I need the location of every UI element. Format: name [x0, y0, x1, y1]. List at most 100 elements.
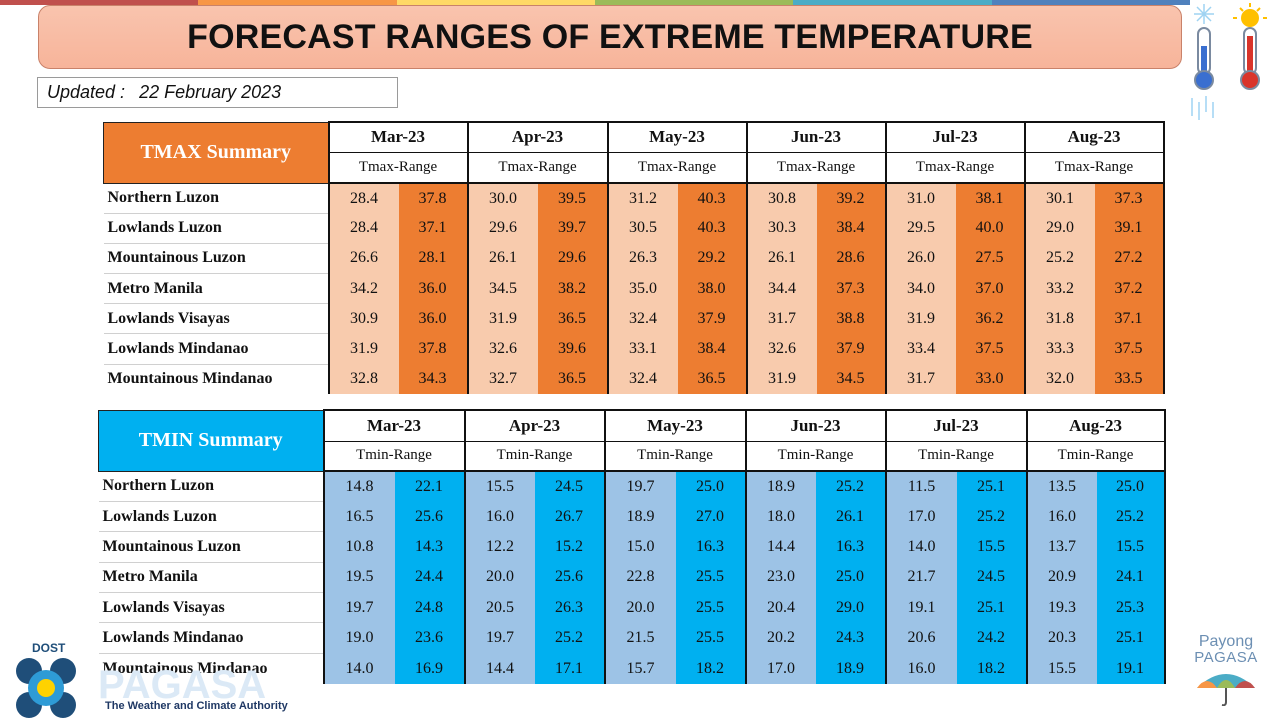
pagasa-tagline: The Weather and Climate Authority — [105, 700, 289, 712]
range-high-cell: 37.2 — [1094, 273, 1165, 304]
range-subheader: Tmin-Range — [1025, 441, 1166, 472]
range-high-cell: 40.3 — [677, 183, 748, 214]
range-high-cell: 28.6 — [816, 243, 887, 274]
tmin-summary-table: TMIN Summary Mar-23 Apr-23 May-23 Jun-23… — [98, 409, 1166, 684]
range-low-cell: 23.0 — [744, 562, 816, 593]
range-low-cell: 16.0 — [884, 653, 957, 684]
range-high-cell: 18.2 — [956, 653, 1028, 684]
range-low-cell: 34.0 — [884, 273, 956, 304]
month-header: Mar-23 — [327, 121, 469, 153]
range-low-cell: 16.5 — [322, 501, 395, 532]
range-low-cell: 19.7 — [603, 471, 676, 502]
range-high-cell: 29.0 — [815, 592, 887, 623]
range-low-cell: 32.0 — [1023, 364, 1095, 395]
range-low-cell: 14.4 — [463, 653, 535, 684]
range-high-cell: 37.8 — [398, 183, 469, 214]
updated-label: Updated : — [47, 82, 126, 102]
range-high-cell: 36.0 — [398, 273, 469, 304]
range-low-cell: 26.3 — [606, 243, 678, 274]
month-header: Apr-23 — [463, 409, 606, 442]
range-low-cell: 13.7 — [1025, 531, 1097, 563]
payong-pagasa-logo: Payong PAGASA — [1176, 633, 1276, 717]
region-label: Lowlands Visayas — [98, 592, 324, 624]
payong-umbrella-icon — [1197, 674, 1255, 707]
range-low-cell: 31.9 — [466, 303, 538, 334]
range-subheader: Tmax-Range — [884, 152, 1026, 184]
range-high-cell: 37.9 — [816, 333, 887, 365]
region-label: Mountainous Mindanao — [102, 659, 268, 677]
region-label: Mountainous Luzon — [103, 243, 329, 275]
tmin-table-body: Northern Luzon 14.8 22.1 15.5 24.5 19.7 25.0 18… — [98, 471, 1166, 684]
region-label: Lowlands Mindanao — [98, 622, 324, 654]
range-low-cell: 31.9 — [745, 364, 817, 395]
range-low-cell: 18.0 — [744, 501, 816, 532]
range-high-cell: 25.1 — [956, 471, 1028, 502]
range-low-cell: 33.1 — [606, 333, 678, 365]
table-row: Metro Manila 19.5 24.4 20.0 25.6 22.8 25.5 23.0… — [98, 562, 1166, 594]
month-header: Jun-23 — [744, 409, 887, 442]
range-low-cell: 31.8 — [1023, 303, 1095, 334]
range-high-cell: 37.0 — [955, 273, 1026, 304]
range-high-cell: 40.3 — [677, 213, 748, 244]
range-low-cell: 18.9 — [744, 471, 816, 502]
range-subheader: Tmin-Range — [463, 441, 606, 472]
range-low-cell: 32.4 — [606, 303, 678, 334]
range-low-cell: 20.5 — [463, 592, 535, 623]
table-row: Mountainous Luzon 10.8 14.3 12.2 15.2 15.0 16.… — [98, 531, 1166, 563]
range-low-cell: 34.2 — [327, 273, 399, 304]
range-low-cell: 19.0 — [322, 622, 395, 654]
region-label: Lowlands Luzon — [103, 213, 329, 244]
region-label: Northern Luzon — [98, 471, 324, 502]
range-high-cell: 25.2 — [956, 501, 1028, 532]
range-high-cell: 38.4 — [816, 213, 887, 244]
range-subheader: Tmax-Range — [466, 152, 609, 184]
table-row: Northern Luzon 14.8 22.1 15.5 24.5 19.7 25.0 18… — [98, 471, 1166, 502]
range-high-cell: 23.6 — [394, 622, 466, 654]
range-low-cell: 31.9 — [327, 333, 399, 365]
range-high-cell: 25.1 — [1096, 622, 1166, 654]
range-low-cell: 15.7 — [603, 653, 676, 684]
range-low-cell: 20.4 — [744, 592, 816, 623]
range-high-cell: 38.1 — [955, 183, 1026, 214]
range-high-cell: 17.1 — [534, 653, 606, 684]
range-subheader: Tmin-Range — [603, 441, 747, 472]
range-low-cell: 20.3 — [1025, 622, 1097, 654]
pagasa-wordmark: PAGASA — [98, 663, 266, 707]
range-high-cell: 18.2 — [675, 653, 747, 684]
range-low-cell: 25.2 — [1023, 243, 1095, 274]
month-header: Apr-23 — [466, 121, 609, 153]
range-low-cell: 21.7 — [884, 562, 957, 593]
range-high-cell: 25.1 — [956, 592, 1028, 623]
range-high-cell: 37.3 — [1094, 183, 1165, 214]
table-row: Lowlands Luzon 16.5 25.6 16.0 26.7 18.9 27.0 18… — [98, 501, 1166, 533]
range-low-cell: 28.4 — [327, 213, 399, 244]
range-subheader: Tmin-Range — [744, 441, 887, 472]
range-high-cell: 14.3 — [394, 531, 466, 563]
range-low-cell: 19.3 — [1025, 592, 1097, 623]
region-label: Lowlands Mindanao — [103, 333, 329, 365]
range-low-cell: 19.5 — [322, 562, 395, 593]
range-low-cell: 20.0 — [603, 592, 676, 623]
range-high-cell: 25.2 — [815, 471, 887, 502]
range-low-cell: 33.2 — [1023, 273, 1095, 304]
range-high-cell: 34.3 — [398, 364, 469, 395]
range-high-cell: 38.4 — [677, 333, 748, 365]
range-high-cell: 27.2 — [1094, 243, 1165, 274]
range-high-cell: 28.1 — [398, 243, 469, 274]
title-banner: FORECAST RANGES OF EXTREME TEMPERATURE — [38, 5, 1182, 69]
thermometer-cold-hot-icon — [1188, 2, 1278, 120]
range-low-cell: 20.6 — [884, 622, 957, 654]
range-high-cell: 39.1 — [1094, 213, 1165, 244]
tmax-table-body: Northern Luzon 28.4 37.8 30.0 39.5 31.2 40.3 30… — [103, 183, 1165, 395]
updated-box: Updated : 22 February 2023 — [37, 77, 398, 108]
range-high-cell: 24.3 — [815, 622, 887, 654]
range-low-cell: 26.6 — [327, 243, 399, 274]
range-low-cell: 20.9 — [1025, 562, 1097, 593]
range-low-cell: 22.8 — [603, 562, 676, 593]
range-high-cell: 25.0 — [1096, 471, 1166, 502]
table-row: Metro Manila 34.2 36.0 34.5 38.2 35.0 38.0 34.4… — [103, 273, 1165, 305]
range-low-cell: 34.4 — [745, 273, 817, 304]
range-high-cell: 36.2 — [955, 303, 1026, 334]
range-high-cell: 24.5 — [956, 562, 1028, 593]
tmin-summary-title: TMIN Summary — [98, 409, 324, 472]
